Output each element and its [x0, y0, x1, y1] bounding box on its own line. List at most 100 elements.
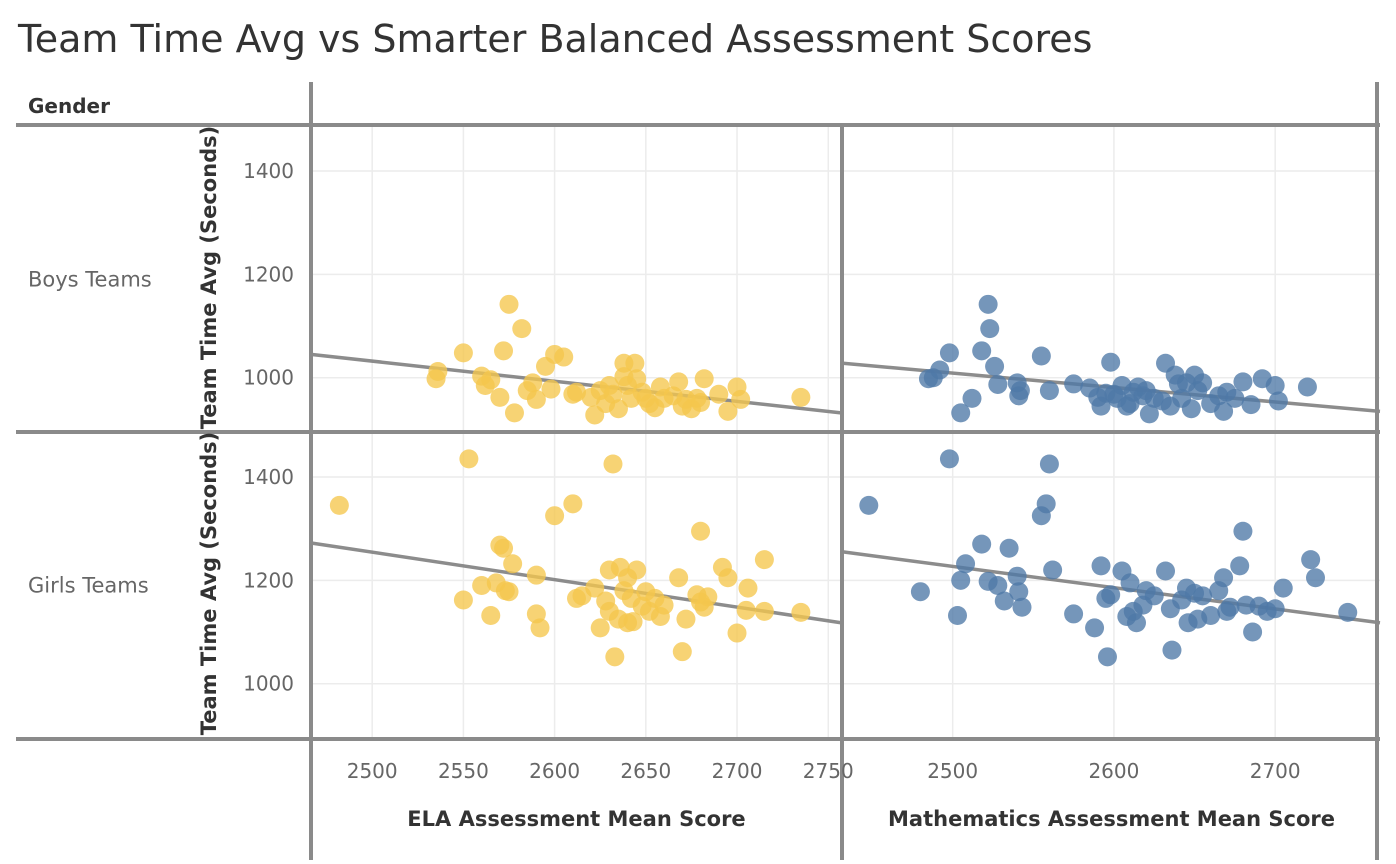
- data-point: [698, 587, 718, 607]
- data-point: [727, 623, 747, 643]
- data-point: [951, 570, 971, 590]
- data-point: [608, 399, 628, 419]
- data-point: [718, 568, 738, 588]
- panel-frame: [16, 82, 1380, 860]
- y-axis-label: Team Time Avg (Seconds): [197, 432, 221, 736]
- data-point: [1273, 578, 1293, 598]
- data-point: [1126, 613, 1146, 633]
- data-point: [453, 343, 473, 363]
- data-point: [1243, 622, 1263, 642]
- data-point: [754, 550, 774, 570]
- y-axis-label: Team Time Avg (Seconds): [197, 126, 221, 430]
- data-point: [718, 401, 738, 421]
- data-point: [1010, 381, 1030, 401]
- x-tick-label: 2550: [438, 759, 489, 783]
- data-point: [1039, 454, 1059, 474]
- data-point: [545, 506, 565, 526]
- row-label: Girls Teams: [28, 574, 149, 598]
- data-point: [939, 343, 959, 363]
- data-point: [1120, 573, 1140, 593]
- y-tick-label: 1200: [243, 568, 294, 592]
- data-point: [910, 582, 930, 602]
- data-point: [1007, 566, 1027, 586]
- data-point: [978, 294, 998, 314]
- data-point: [1265, 375, 1285, 395]
- data-point: [1156, 561, 1176, 581]
- x-axis-label: Mathematics Assessment Mean Score: [888, 807, 1335, 831]
- y-tick-label: 1400: [243, 465, 294, 489]
- data-point: [605, 647, 625, 667]
- data-point: [694, 369, 714, 389]
- data-point: [563, 494, 583, 514]
- axis-labels: 2500 2550 2600 2650 2700 2750 ELA Assessment M…: [28, 126, 1335, 831]
- x-axis-label: ELA Assessment Mean Score: [407, 807, 745, 831]
- data-point: [947, 605, 967, 625]
- data-point: [494, 538, 514, 558]
- data-point: [1031, 346, 1051, 366]
- data-point: [526, 565, 546, 585]
- data-point: [567, 382, 586, 402]
- data-points: [329, 294, 1358, 667]
- data-point: [472, 576, 492, 595]
- data-point: [980, 319, 1000, 339]
- data-point: [1162, 640, 1182, 660]
- data-point: [962, 388, 982, 408]
- data-point: [625, 353, 645, 373]
- data-point: [709, 384, 729, 404]
- data-point: [1064, 604, 1084, 624]
- data-point: [669, 372, 689, 392]
- data-point: [1009, 582, 1029, 602]
- data-point: [1268, 391, 1288, 411]
- data-point: [672, 642, 692, 662]
- data-point: [1101, 585, 1121, 605]
- data-point: [738, 578, 758, 598]
- data-point: [1225, 388, 1245, 408]
- x-tick-label: 2750: [803, 759, 854, 783]
- data-point: [627, 560, 647, 580]
- data-point: [499, 294, 519, 314]
- data-point: [428, 362, 448, 382]
- y-tick-label: 1200: [243, 262, 294, 286]
- data-point: [994, 591, 1014, 611]
- data-point: [1201, 605, 1221, 625]
- data-point: [453, 590, 473, 610]
- data-point: [754, 601, 774, 621]
- data-point: [972, 341, 992, 361]
- data-point: [1214, 568, 1234, 588]
- data-point: [1012, 597, 1032, 617]
- y-tick-label: 1000: [243, 366, 294, 390]
- data-point: [731, 389, 751, 409]
- data-point: [951, 403, 971, 423]
- y-tick-label: 1000: [243, 672, 294, 696]
- data-point: [1043, 560, 1063, 580]
- chart-title: Team Time Avg vs Smarter Balanced Assess…: [17, 17, 1092, 61]
- data-point: [1193, 373, 1213, 393]
- data-point: [1265, 599, 1285, 619]
- data-point: [490, 387, 510, 407]
- data-point: [939, 449, 959, 469]
- data-point: [1091, 556, 1111, 576]
- x-tick-label: 2500: [927, 759, 978, 783]
- data-point: [499, 582, 519, 602]
- data-point: [1144, 586, 1164, 606]
- data-point: [1039, 381, 1059, 401]
- data-point: [512, 319, 532, 339]
- data-point: [329, 495, 349, 515]
- data-point: [691, 393, 711, 413]
- data-point: [999, 538, 1019, 558]
- data-point: [985, 356, 1005, 376]
- data-point: [541, 379, 561, 399]
- data-point: [623, 612, 643, 632]
- data-point: [1101, 352, 1121, 372]
- data-point: [669, 568, 689, 588]
- data-point: [481, 370, 501, 390]
- data-point: [972, 534, 992, 554]
- data-point: [988, 576, 1008, 595]
- data-point: [654, 595, 674, 615]
- data-point: [585, 578, 605, 598]
- data-point: [930, 360, 950, 380]
- data-point: [859, 495, 879, 515]
- data-point: [459, 449, 479, 469]
- row-label: Boys Teams: [28, 268, 152, 292]
- data-point: [1181, 399, 1201, 419]
